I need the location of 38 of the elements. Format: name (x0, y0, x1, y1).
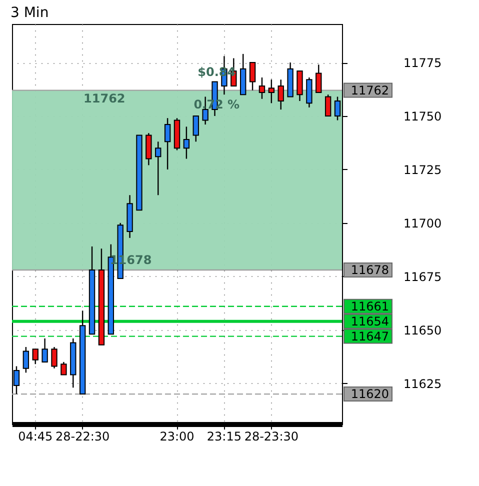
candlestick (324, 94, 332, 117)
candlestick (183, 126, 190, 160)
ref-line-label: 11647 (350, 329, 389, 344)
candlestick (42, 338, 48, 363)
ref-line-label: 11661 (350, 299, 389, 314)
candlestick (22, 346, 30, 374)
annotation: 11762 (84, 91, 126, 106)
candlestick (164, 118, 171, 170)
candlestick (249, 62, 256, 91)
candlestick (296, 70, 303, 102)
candlestick (316, 64, 322, 94)
x-tick-label: 28-22:30 (55, 430, 110, 444)
candlestick (258, 76, 266, 100)
y-tick-label: 11700 (404, 216, 442, 230)
y-tick-label: 11650 (404, 323, 442, 338)
candlestick (32, 348, 38, 365)
x-tick-label: 28-23:30 (244, 430, 299, 444)
y-tick-label: 11625 (404, 376, 442, 391)
x-tick-label: 23:15 (206, 430, 242, 444)
y-tick-label: 11725 (404, 162, 442, 177)
candlestick (60, 361, 67, 376)
candlestick (306, 76, 312, 108)
x-tick-label: 04:45 (18, 430, 53, 444)
ref-line-label: 11654 (350, 314, 389, 328)
candlestick (268, 79, 275, 104)
y-tick-label: 11675 (404, 270, 442, 284)
ref-line-label: 11762 (350, 83, 389, 98)
candlestick (278, 79, 284, 110)
candlestick (192, 115, 199, 142)
ref-line-label: 11678 (350, 262, 389, 277)
chart-title: 3 Min (10, 5, 49, 21)
y-tick-label: 11775 (404, 56, 442, 70)
x-tick-label: 23:00 (160, 430, 194, 444)
candlestick (51, 346, 58, 369)
ref-line-label: 11620 (350, 387, 389, 402)
candlestick (155, 141, 162, 196)
y-tick-label: 11750 (404, 109, 442, 124)
candlestick (146, 132, 152, 166)
